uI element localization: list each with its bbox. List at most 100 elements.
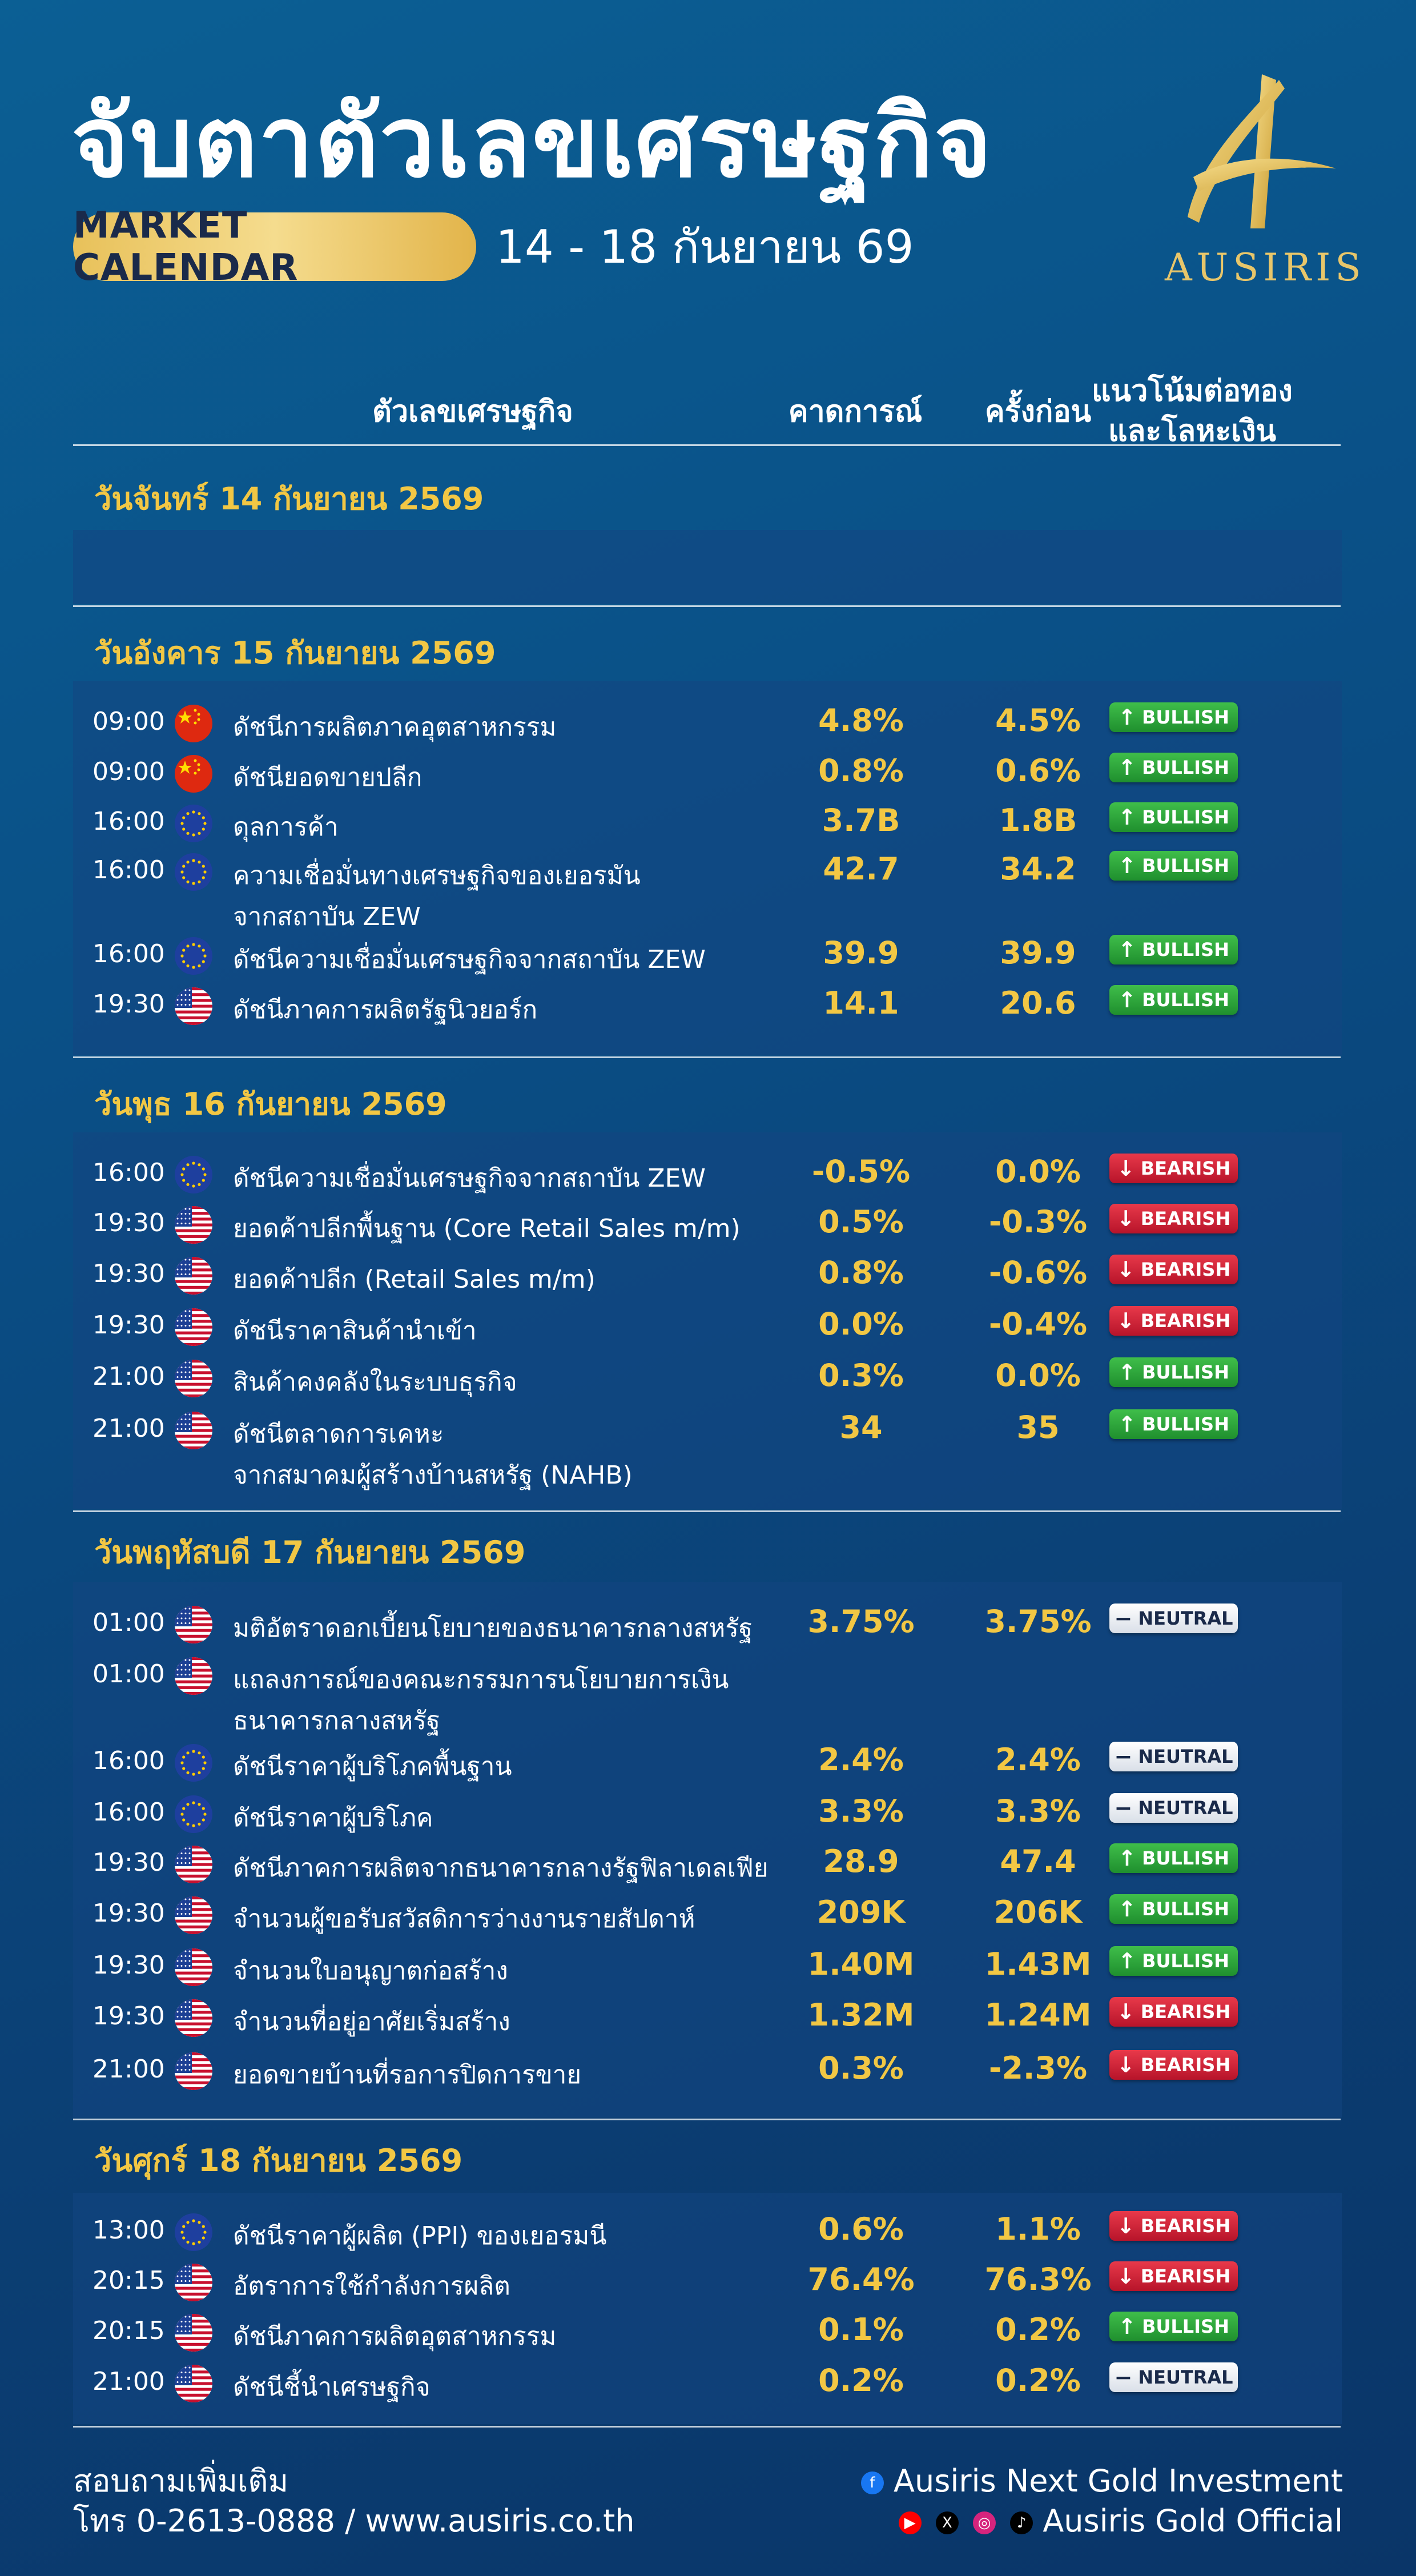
arrow-up-icon: ↑ [1118,853,1136,878]
social-link[interactable]: ▶ X ◎ ♪ Ausiris Gold Official [856,2501,1343,2541]
trend-badge-bearish: ↓ BEARISH [1109,1154,1238,1183]
table-row: 20:15 อัตราการใช้กำลังการผลิต 76.4% 76.3% ↓ B… [73,2261,1342,2307]
previous-value: 0.2% [995,2362,1081,2398]
trend-label: BEARISH [1140,1208,1231,1229]
forecast-value: 0.3% [818,1357,904,1393]
previous-value: 0.2% [995,2312,1081,2348]
previous-value: 1.43M [984,1946,1092,1982]
contact-title: สอบถามเพิ่มเติม [73,2463,289,2499]
us-flag-icon [175,2052,212,2090]
event-name: ดัชนีราคาสินค้านำเข้า [233,1316,477,1345]
eu-flag-icon [175,853,212,891]
table-row: 19:30 ยอดค้าปลีกพื้นฐาน (Core Retail Sale… [73,1204,1342,1249]
arrow-down-icon: ↓ [1116,2264,1135,2289]
trend-label: BULLISH [1141,706,1229,728]
eu-flag-icon [175,1156,212,1193]
arrow-up-icon: ↑ [1118,2314,1136,2339]
arrow-down-icon: ↓ [1116,1308,1135,1333]
previous-value: 39.9 [1000,935,1076,971]
day-title: วันอังคาร 15 กันยายน 2569 [94,635,496,671]
event-name: ดัชนีชี้นำเศรษฐกิจ [233,2373,431,2402]
trend-badge-bullish: ↑ BULLISH [1109,851,1238,881]
col-trend-line1: แนวโน้มต่อทอง [1092,374,1293,408]
divider [73,605,1341,607]
event-name: ดัชนีราคาผู้บริโภคพื้นฐาน [233,1752,512,1781]
forecast-value: 3.7B [822,802,900,838]
event-time: 21:00 [92,2367,165,2396]
date-range: 14 - 18 กันยายน 69 [496,220,914,274]
arrow-up-icon: ↑ [1118,1896,1136,1922]
event-name: ดัชนีภาคการผลิตรัฐนิวยอร์ก [233,995,538,1024]
trend-label: BULLISH [1141,1361,1229,1383]
event-time: 16:00 [92,1798,165,1827]
event-name: ยอดค้าปลีกพื้นฐาน (Core Retail Sales m/m… [233,1214,741,1243]
arrow-up-icon: ↑ [1118,1948,1136,1974]
trend-label: BULLISH [1141,806,1229,828]
previous-value: 76.3% [984,2261,1092,2297]
table-row: 01:00 มติอัตราดอกเบี้ยนโยบายของธนาคารกลาง… [73,1604,1342,1649]
table-row: 16:00 ดัชนีราคาผู้บริโภค 3.3% 3.3% − NEUTRAL [73,1793,1342,1839]
table-row: 21:00 ดัชนีชี้นำเศรษฐกิจ 0.2% 0.2% − NEUTRAL [73,2362,1342,2408]
trend-label: BULLISH [1141,939,1229,961]
trend-badge-neutral: − NEUTRAL [1109,1604,1238,1633]
event-time: 16:00 [92,1158,165,1187]
facebook-link[interactable]: f Ausiris Next Gold Investment [856,2461,1343,2501]
table-row: 19:30 ยอดค้าปลีก (Retail Sales m/m) 0.8% -0… [73,1255,1342,1300]
forecast-value: 3.3% [818,1793,904,1829]
facebook-label: Ausiris Next Gold Investment [894,2463,1343,2499]
us-flag-icon [175,1606,212,1643]
arrow-up-icon: ↑ [1118,1360,1136,1385]
forecast-value: 3.75% [807,1604,915,1639]
trend-badge-bullish: ↑ BULLISH [1109,985,1238,1015]
arrow-up-icon: ↑ [1118,1412,1136,1437]
col-forecast: คาดการณ์ [788,395,923,429]
trend-label: NEUTRAL [1138,1608,1233,1629]
event-time: 21:00 [92,1362,165,1391]
minus-icon: − [1114,1795,1133,1821]
youtube-icon: ▶ [898,2511,922,2535]
event-time: 21:00 [92,2055,165,2084]
day-panel: 16:00 ดัชนีความเชื่อมั่นเศรษฐกิจจากสถาบัน… [73,1132,1342,1509]
table-header: ตัวเลขเศรษฐกิจ คาดการณ์ ครั้งก่อน แนวโน้… [73,374,1341,448]
trend-label: BULLISH [1141,989,1229,1011]
trend-label: BULLISH [1141,1413,1229,1435]
eu-flag-icon [175,1795,212,1833]
table-row: 09:00 ดัชนีการผลิตภาคอุตสาหกรรม 4.8% 4.5% ↑ B… [73,702,1342,748]
event-time: 09:00 [92,707,165,736]
table-row: 21:00 ดัชนีตลาดการเคหะ จากสมาคมผู้สร้างบ้า… [73,1409,1342,1490]
event-time: 19:30 [92,1259,165,1288]
event-name: แถลงการณ์ของคณะกรรมการนโยบายการเงิน ธนาคา… [233,1665,729,1735]
divider [73,2426,1341,2428]
instagram-icon: ◎ [973,2511,996,2535]
event-name: ดุลการค้า [233,813,339,842]
trend-label: BEARISH [1140,1310,1231,1332]
arrow-up-icon: ↑ [1118,987,1136,1012]
contact-line[interactable]: โทร 0-2613-0888 / www.ausiris.co.th [73,2503,635,2539]
arrow-up-icon: ↑ [1118,755,1136,780]
table-row: 16:00 ดัชนีความเชื่อมั่นเศรษฐกิจจากสถาบัน… [73,1154,1342,1199]
trend-badge-bullish: ↑ BULLISH [1109,1409,1238,1439]
tiktok-icon: ♪ [1010,2511,1033,2535]
event-time: 01:00 [92,1659,165,1689]
event-time: 16:00 [92,855,165,885]
event-time: 16:00 [92,1746,165,1775]
social-label: Ausiris Gold Official [1043,2503,1343,2539]
forecast-value: 42.7 [823,851,899,887]
arrow-up-icon: ↑ [1118,805,1136,830]
previous-value: 1.8B [999,802,1077,838]
trend-badge-neutral: − NEUTRAL [1109,1742,1238,1771]
us-flag-icon [175,1308,212,1346]
forecast-value: 209K [816,1894,906,1930]
forecast-value: 0.8% [818,753,904,789]
us-flag-icon [175,2264,212,2301]
previous-value: 1.24M [984,1997,1092,2033]
event-time: 19:30 [92,2002,165,2031]
trend-badge-bearish: ↓ BEARISH [1109,2211,1238,2241]
table-row: 21:00 ยอดขายบ้านที่รอการปิดการขาย 0.3% -2.3… [73,2050,1342,2096]
event-name: สินค้าคงคลังในระบบธุรกิจ [233,1368,517,1397]
forecast-value: 34 [839,1409,883,1445]
table-row: 19:30 จำนวนที่อยู่อาศัยเริ่มสร้าง 1.32M 1.2… [73,1997,1342,2043]
previous-value: 35 [1016,1409,1060,1445]
previous-value: 47.4 [1000,1843,1076,1879]
event-time: 09:00 [92,757,165,786]
